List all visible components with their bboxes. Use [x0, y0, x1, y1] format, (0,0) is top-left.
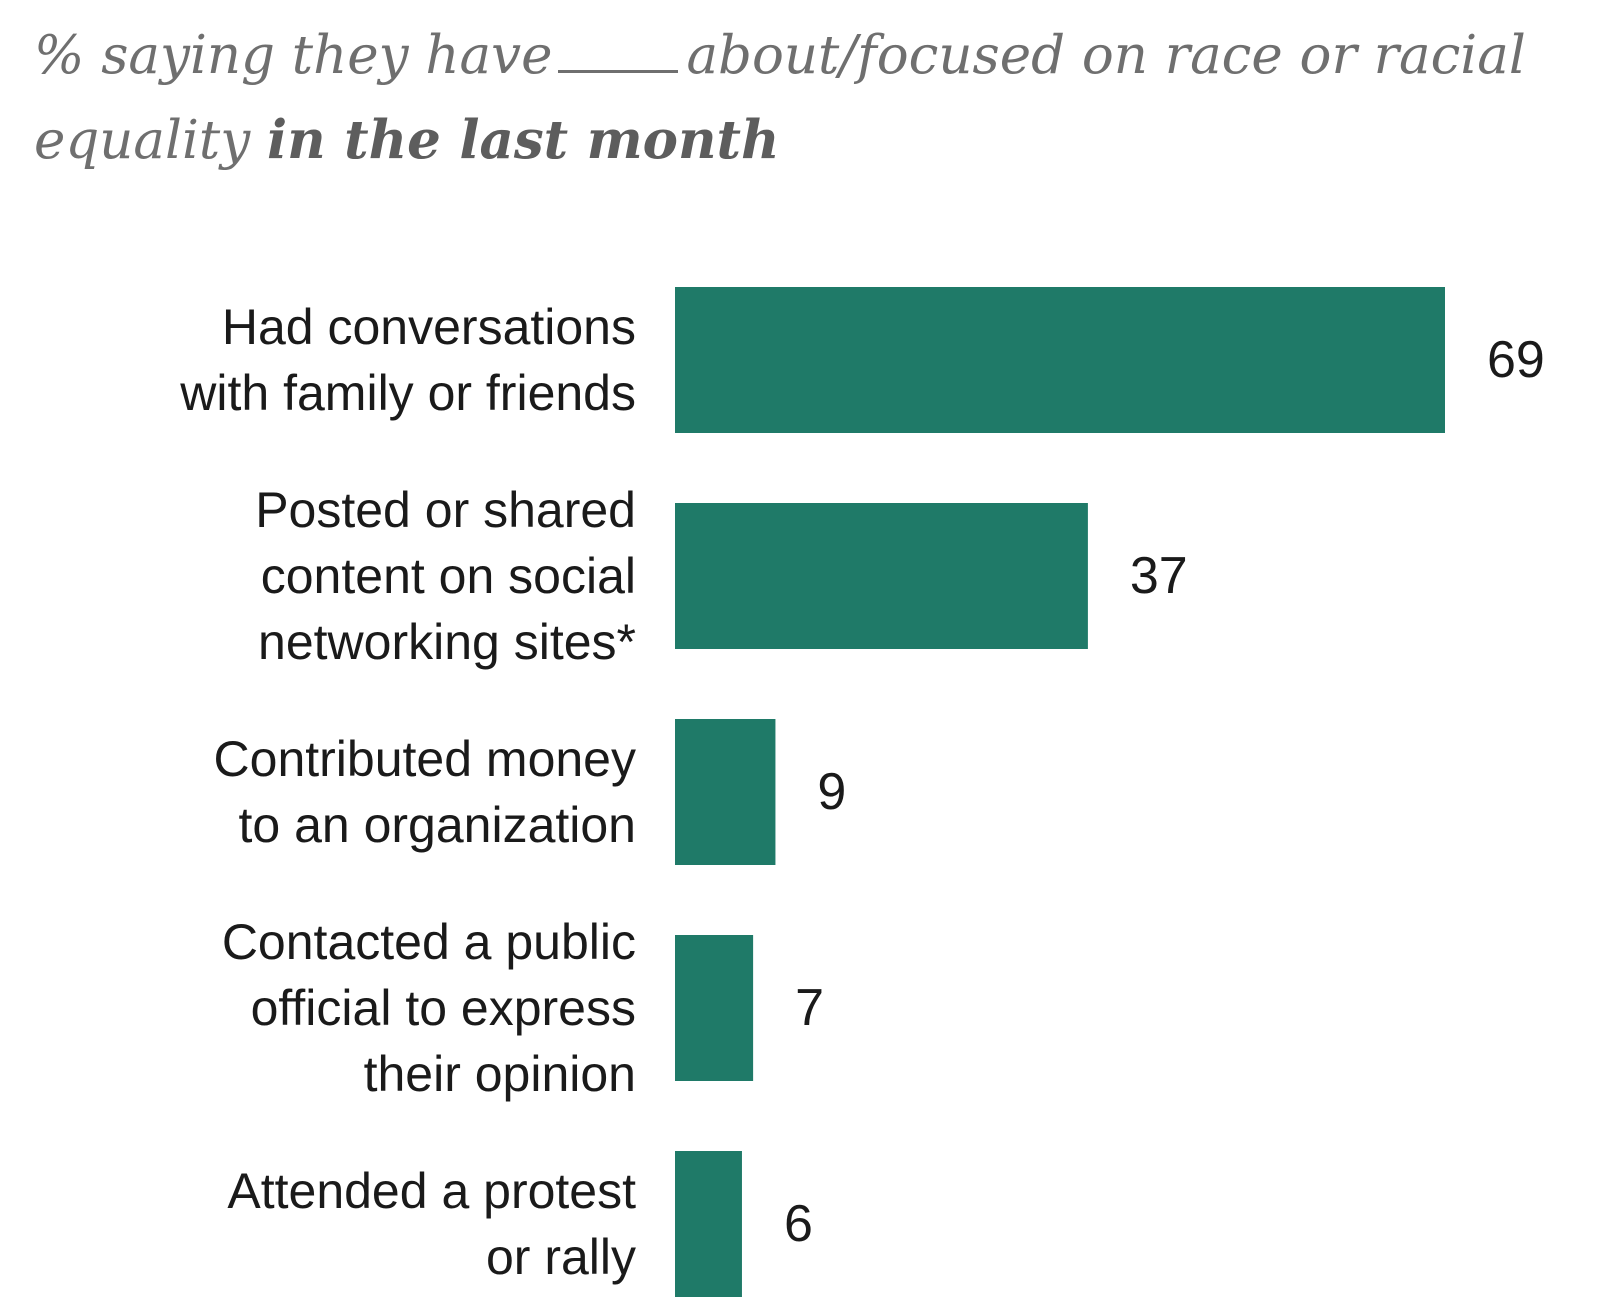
subtitle-blank	[558, 24, 679, 73]
category-label-line: Had conversations	[222, 299, 636, 355]
bar-3	[675, 719, 776, 865]
category-label-line: Posted or shared	[255, 482, 636, 538]
category-label-5: Attended a protest or rally	[227, 1163, 636, 1285]
bar-2	[675, 503, 1088, 649]
chart-subtitle: % saying they have about/focused on race …	[34, 14, 1594, 183]
value-label-5: 6	[784, 1195, 813, 1253]
value-label-2: 37	[1130, 547, 1188, 605]
category-label-1: Had conversations with family or friends	[179, 299, 636, 421]
category-label-2: Posted or shared content on social network…	[255, 482, 636, 670]
bar-5	[675, 1151, 742, 1297]
category-label-line: Contacted a public	[222, 914, 636, 970]
subtitle-lead: % saying they have	[34, 25, 553, 86]
value-label-1: 69	[1487, 331, 1545, 389]
subtitle-trail: about/focused on race or racial equality	[34, 25, 1526, 171]
bar-4	[675, 935, 754, 1081]
category-label-line: official to express	[251, 980, 636, 1036]
category-label-line: with family or friends	[179, 365, 636, 421]
value-label-4: 7	[795, 979, 824, 1037]
category-label-line: to an organization	[238, 797, 636, 853]
category-label-line: or rally	[486, 1229, 636, 1285]
category-label-line: networking sites*	[258, 614, 636, 670]
category-label-line: Attended a protest	[227, 1163, 636, 1219]
subtitle-emphasis: in the last month	[267, 109, 780, 171]
value-label-3: 9	[817, 763, 846, 821]
category-label-4: Contacted a public official to express the…	[222, 914, 636, 1102]
bar-1	[675, 287, 1445, 433]
category-label-line: their opinion	[364, 1046, 636, 1102]
category-label-3: Contributed money to an organization	[214, 731, 636, 853]
category-label-line: Contributed money	[214, 731, 636, 787]
category-label-line: content on social	[261, 548, 636, 604]
